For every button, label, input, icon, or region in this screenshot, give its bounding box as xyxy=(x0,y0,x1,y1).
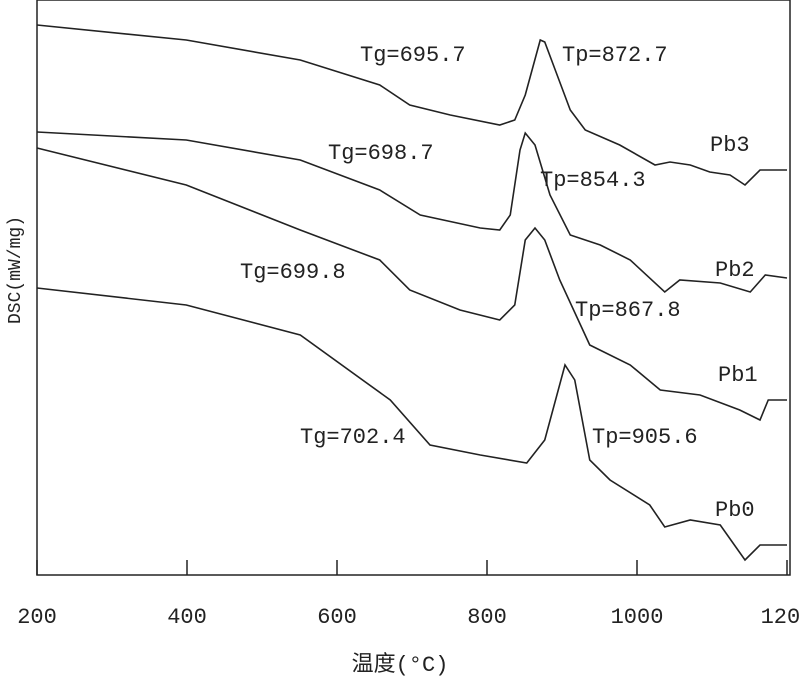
x-tick-label: 1000 xyxy=(611,605,664,630)
x-tick-label: 600 xyxy=(317,605,357,630)
plot-frame xyxy=(36,0,791,576)
annotation: Tp=872.7 xyxy=(562,43,668,68)
dsc-curve xyxy=(36,287,787,562)
x-tick-label: 200 xyxy=(17,605,57,630)
annotation: Tp=867.8 xyxy=(575,298,681,323)
curve-label: Pb0 xyxy=(715,498,755,523)
dsc-curve xyxy=(36,147,787,422)
dsc-curve xyxy=(36,131,788,294)
annotation: Tp=854.3 xyxy=(540,168,646,193)
annotation: Tg=699.8 xyxy=(240,260,346,285)
x-tick-label: 800 xyxy=(467,605,507,630)
y-axis-label: DSC(mW/mg) xyxy=(6,216,26,324)
curve-label: Pb2 xyxy=(715,258,755,283)
annotation: Tg=695.7 xyxy=(360,43,466,68)
annotation: Tg=698.7 xyxy=(328,141,434,166)
x-tick-label: 1200 xyxy=(761,605,800,630)
curve-label: Pb3 xyxy=(710,133,750,158)
x-axis-label: 温度(°C) xyxy=(352,652,449,678)
curve-label: Pb1 xyxy=(718,363,758,388)
x-tick-label: 400 xyxy=(167,605,207,630)
annotation: Tp=905.6 xyxy=(592,425,698,450)
dsc-curve xyxy=(36,24,787,187)
annotation: Tg=702.4 xyxy=(300,425,406,450)
